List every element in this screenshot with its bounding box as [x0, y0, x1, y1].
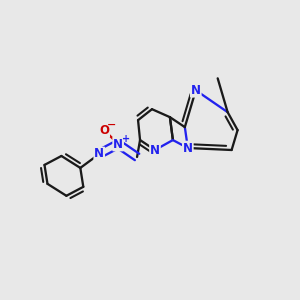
Text: +: + [122, 134, 130, 144]
Text: N: N [94, 148, 104, 160]
Text: −: − [107, 120, 117, 130]
Text: N: N [150, 143, 160, 157]
Text: N: N [183, 142, 193, 154]
Text: N: N [191, 84, 201, 97]
Text: N: N [113, 137, 123, 151]
Text: O: O [99, 124, 109, 136]
